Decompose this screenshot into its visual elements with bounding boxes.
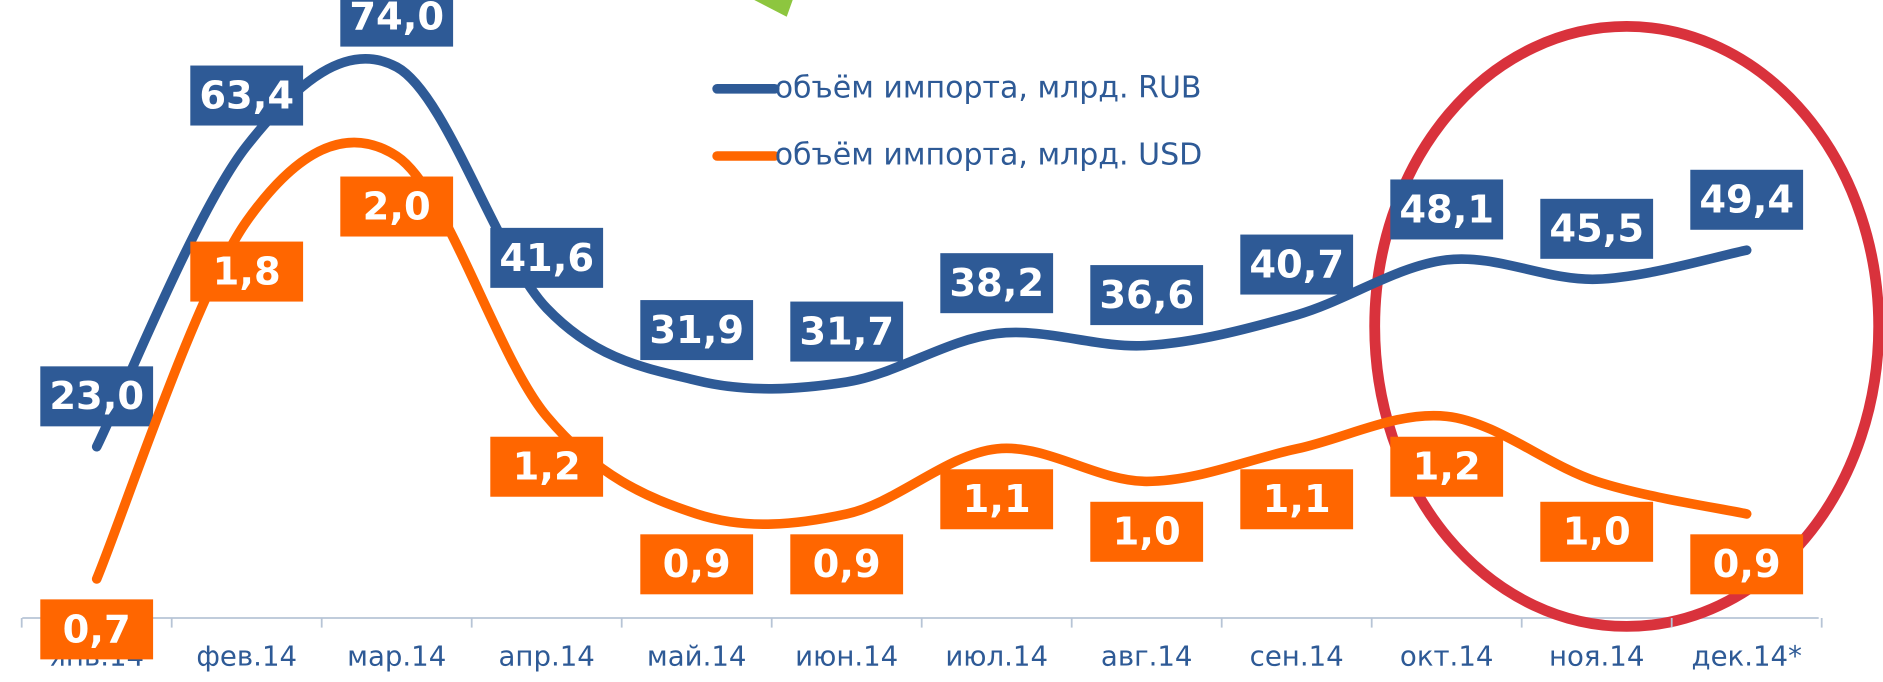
data-label: 38,2 [940,253,1054,314]
data-label-text: 0,9 [1713,542,1781,587]
data-label-text: 1,1 [1263,477,1331,522]
data-label-text: 31,7 [799,309,894,354]
data-label-text: 1,2 [513,445,581,490]
line [91,137,1752,584]
data-label-text: 23,0 [49,374,144,419]
data-label: 1,2 [1390,436,1504,497]
data-label-box [1540,501,1654,562]
data-label: 2,0 [340,176,454,237]
data-label-box [1090,265,1204,326]
data-label-text: 1,1 [963,477,1031,522]
x-tick-label: авг.14 [1101,640,1193,673]
data-label-text: 1,0 [1113,510,1181,555]
data-label-text: 0,9 [663,542,731,587]
data-label: 0,9 [790,534,904,595]
data-label-box [640,300,754,361]
decoration [754,0,793,17]
data-label: 0,9 [640,534,754,595]
data-label: 0,7 [40,599,154,660]
x-tick-label: дек.14* [1691,640,1801,673]
data-label: 63,4 [190,65,304,126]
data-label-text: 41,6 [499,236,594,281]
data-label-text: 0,9 [813,542,881,587]
data-label-box [490,436,604,497]
data-label-box [490,227,604,288]
x-tick-label: июл.14 [945,640,1048,673]
data-label-text: 1,2 [1413,445,1481,490]
data-label-box [640,534,754,595]
x-tick-label: май.14 [647,640,747,673]
data-label: 40,7 [1240,234,1354,295]
x-tick-label: фев.14 [196,640,297,673]
x-tick-label: сен.14 [1250,640,1344,673]
data-label: 31,9 [640,300,754,361]
data-label: 36,6 [1090,265,1204,326]
data-label-box [40,366,154,427]
data-label: 48,1 [1390,179,1504,240]
highlight-ellipse [1369,21,1883,632]
data-label: 0,9 [1690,534,1804,595]
data-label-box [190,65,304,126]
data-label: 1,2 [490,436,604,497]
data-label-text: 0,7 [63,607,131,652]
data-label: 74,0 [340,0,454,47]
data-label-box [1390,436,1504,497]
data-label-box [1090,501,1204,562]
data-label-text: 2,0 [363,184,431,229]
line [91,53,1752,452]
x-tick-label: апр.14 [499,640,595,673]
data-label-text: 49,4 [1699,178,1794,223]
x-tick-label: ноя.14 [1549,640,1644,673]
data-label-text: 40,7 [1249,242,1344,287]
legend-label: объём импорта, млрд. RUB [775,70,1202,105]
x-tick-label: окт.14 [1400,640,1494,673]
data-label: 41,6 [490,227,604,288]
data-label: 1,8 [190,241,304,302]
data-label: 45,5 [1540,198,1654,259]
data-label: 23,0 [40,366,154,427]
data-label-box [940,253,1054,314]
data-label-text: 38,2 [949,261,1044,306]
data-label-text: 48,1 [1399,187,1494,232]
x-tick-label: июн.14 [795,640,898,673]
data-label-box [790,534,904,595]
data-label-text: 1,8 [213,249,281,294]
data-label-box [340,176,454,237]
data-label: 1,0 [1540,501,1654,562]
data-label-box [790,301,904,362]
data-label-box [1540,198,1654,259]
data-label: 49,4 [1690,169,1804,230]
data-label-box [190,241,304,302]
data-label-text: 74,0 [349,0,444,40]
data-label-box [1240,469,1354,530]
data-label-box [1690,534,1804,595]
data-label-text: 36,6 [1099,273,1194,318]
data-label: 1,1 [1240,469,1354,530]
data-label-text: 45,5 [1549,207,1644,252]
x-tick-label: мар.14 [347,640,446,673]
data-label-box [1390,179,1504,240]
data-label-box [1690,169,1804,230]
data-label-box [340,0,454,47]
data-label-box [940,469,1054,530]
data-label: 1,0 [1090,501,1204,562]
data-label-box [40,599,154,660]
data-label-text: 31,9 [649,308,744,353]
data-label-box [1240,234,1354,295]
data-label: 31,7 [790,301,904,362]
data-label: 1,1 [940,469,1054,530]
data-label-text: 1,0 [1563,510,1631,555]
legend-label: объём импорта, млрд. USD [775,138,1203,173]
data-label-text: 63,4 [199,73,294,118]
